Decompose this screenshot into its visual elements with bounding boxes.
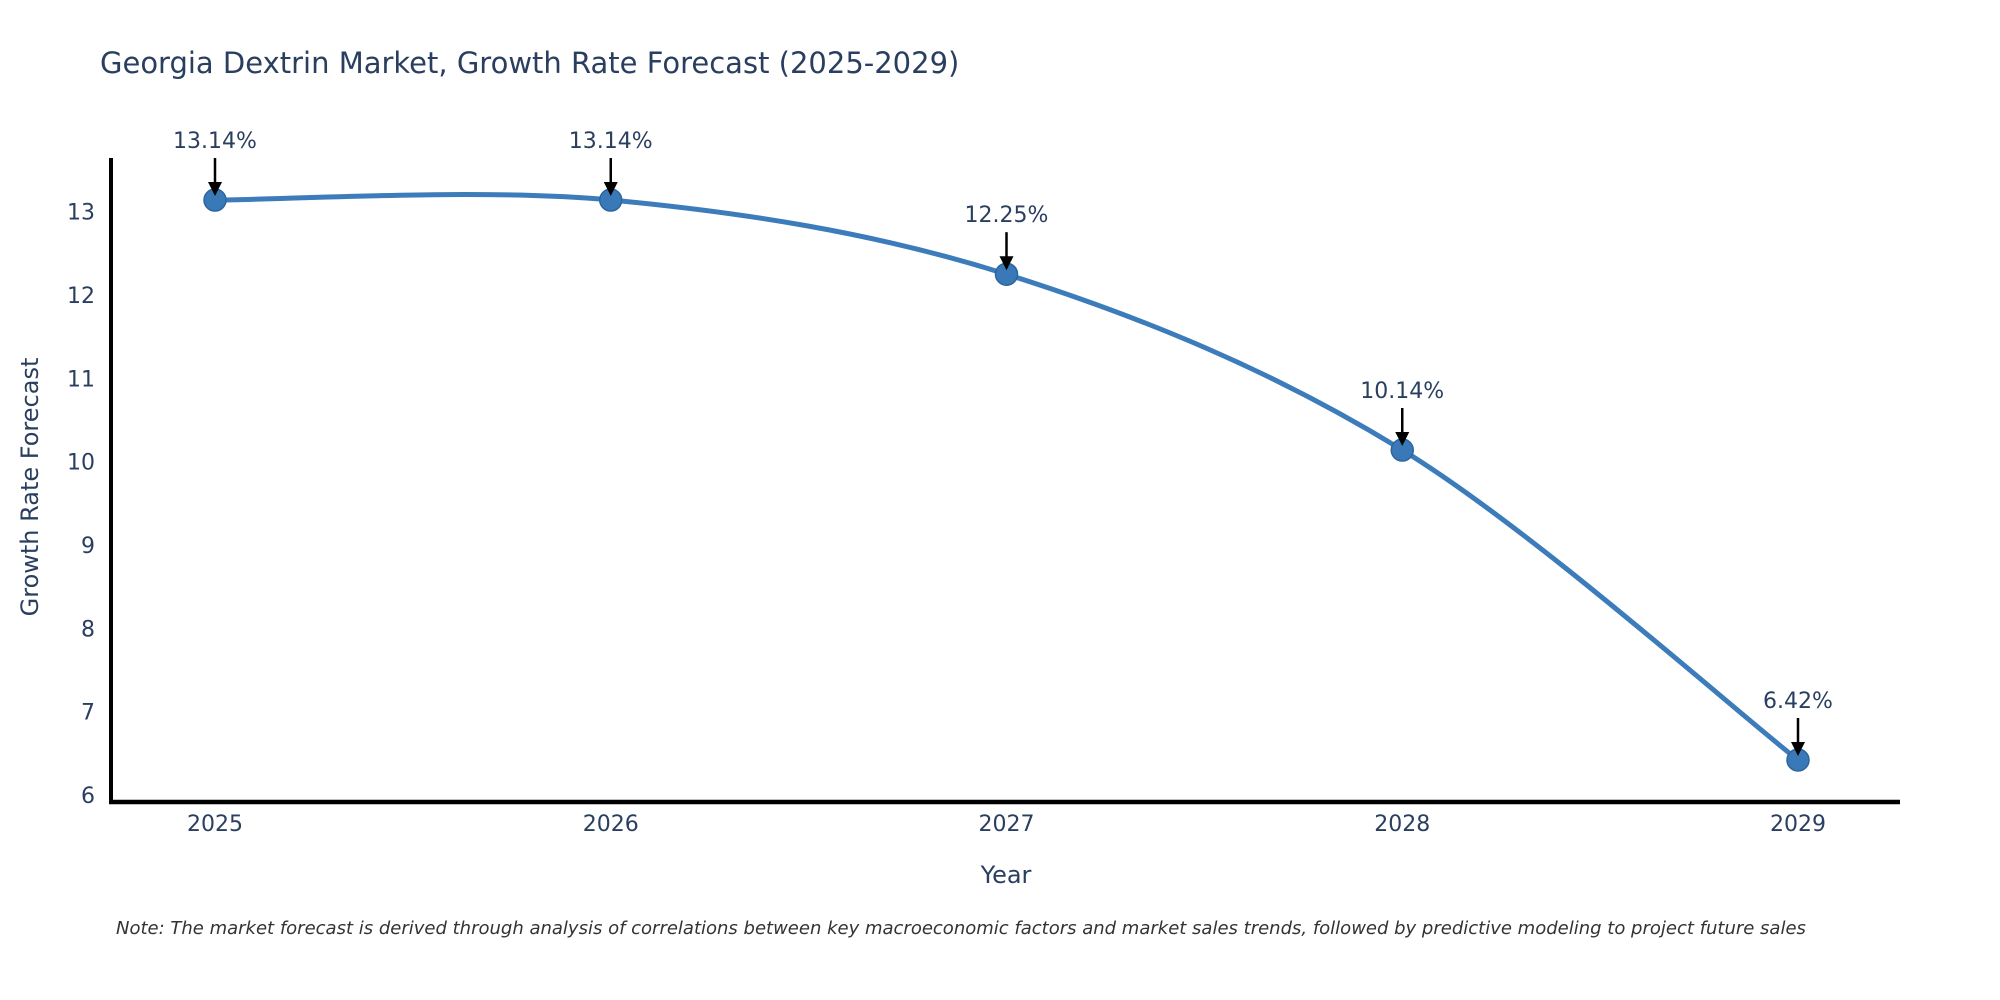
- x-tick-label: 2025: [187, 812, 243, 837]
- x-tick-label: 2027: [979, 812, 1035, 837]
- y-tick-label: 8: [81, 617, 95, 642]
- x-tick-label: 2029: [1770, 812, 1826, 837]
- y-tick-label: 13: [67, 201, 95, 226]
- x-axis-title: Year: [980, 861, 1032, 889]
- annotation-arrowhead: [999, 256, 1014, 271]
- y-tick-label: 7: [81, 701, 95, 726]
- chart-title: Georgia Dextrin Market, Growth Rate Fore…: [100, 46, 960, 80]
- annotation-label: 13.14%: [569, 129, 653, 154]
- y-tick-label: 9: [81, 534, 95, 559]
- y-axis-title: Growth Rate Forecast: [16, 357, 44, 617]
- annotation-label: 6.42%: [1763, 689, 1833, 714]
- annotation-arrowhead: [1791, 742, 1805, 757]
- y-tick-label: 11: [67, 367, 95, 392]
- annotation-arrowhead: [208, 182, 222, 197]
- x-tick-label: 2028: [1374, 812, 1430, 837]
- annotation-label: 13.14%: [173, 129, 257, 154]
- y-tick-label: 12: [67, 284, 95, 309]
- annotation-arrowhead: [1395, 432, 1410, 447]
- footnote: Note: The market forecast is derived thr…: [116, 918, 1806, 939]
- y-tick-label: 6: [81, 784, 95, 809]
- y-tick-label: 10: [67, 451, 95, 476]
- annotation-label: 12.25%: [965, 203, 1049, 228]
- annotation-arrowhead: [603, 182, 618, 197]
- x-tick-label: 2026: [583, 812, 639, 837]
- annotation-label: 10.14%: [1360, 379, 1444, 404]
